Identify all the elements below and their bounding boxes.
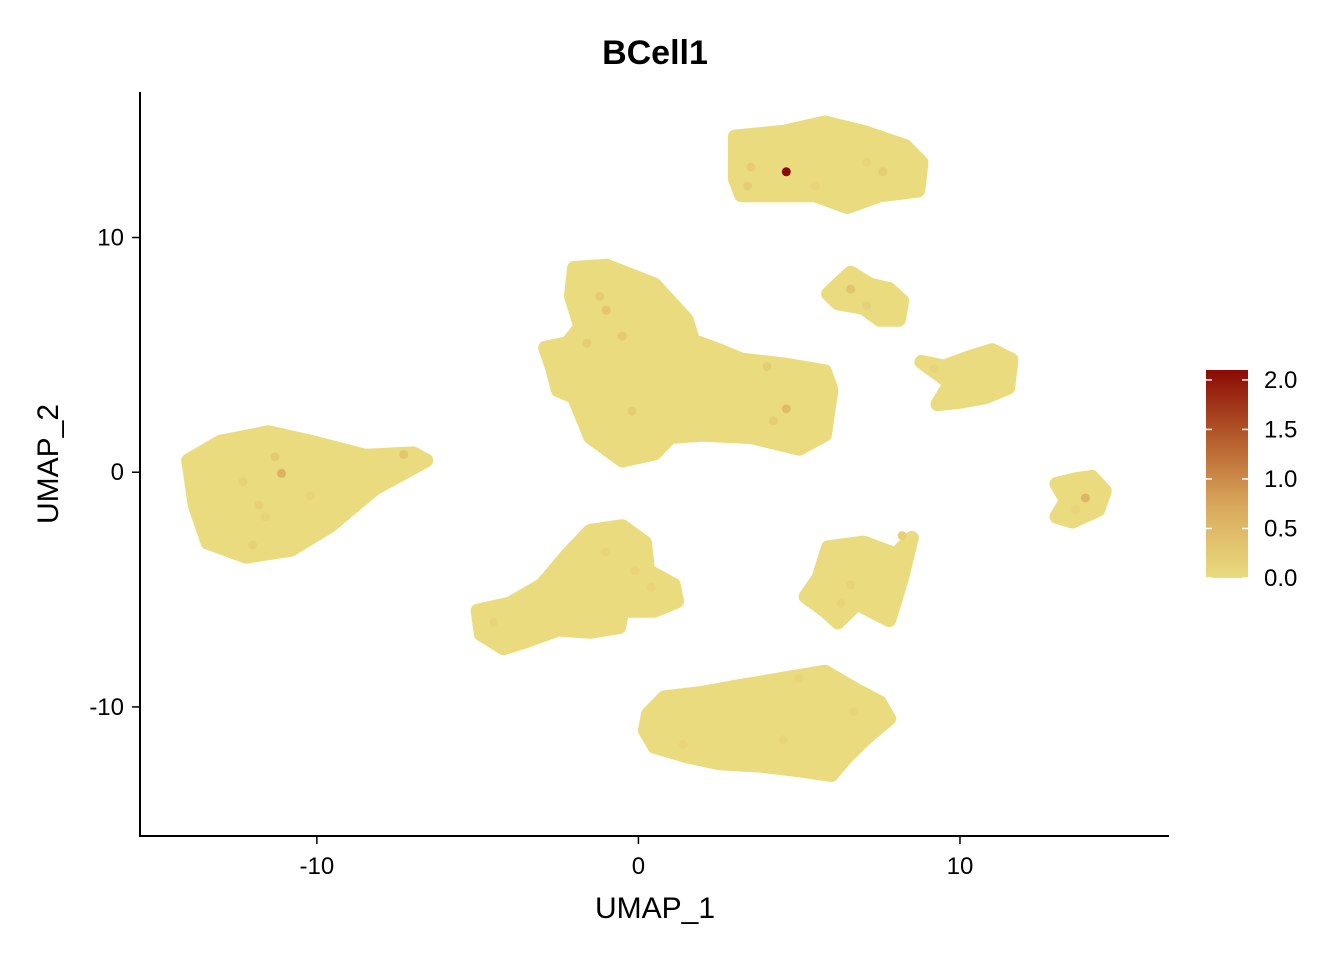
cell-clusters	[181, 115, 1112, 782]
cell-point	[260, 512, 270, 522]
x-axis-title: UMAP_1	[595, 892, 715, 925]
x-axis-ticks: -10 0 10	[300, 836, 974, 880]
y-axis-title: UMAP_2	[32, 404, 65, 524]
colorbar-tick-label: 1.0	[1264, 466, 1297, 493]
cell-cluster	[637, 664, 897, 782]
y-tick-label: -10	[89, 694, 124, 721]
cell-cluster	[470, 519, 684, 656]
colorbar-tick-label: 1.5	[1264, 416, 1297, 443]
cell-point	[762, 362, 772, 372]
colorbar-ticks: 2.0 1.5 1.0 0.5 0.0	[1206, 367, 1297, 592]
cell-point	[929, 364, 939, 374]
cell-point	[1080, 493, 1090, 503]
chart-title: BCell1	[602, 34, 708, 72]
cell-point	[746, 162, 756, 172]
cell-point	[794, 674, 804, 684]
cell-point	[836, 599, 846, 609]
y-tick-label: 0	[111, 459, 124, 486]
cell-point	[595, 291, 605, 301]
cell-point	[254, 500, 264, 510]
x-tick-label: -10	[300, 853, 335, 880]
cell-point	[678, 740, 688, 749]
cell-cluster	[821, 265, 910, 327]
colorbar	[1206, 370, 1248, 578]
cell-point	[778, 735, 788, 745]
cell-point	[248, 540, 257, 550]
cell-point	[846, 580, 856, 590]
cell-point	[846, 284, 856, 294]
cell-point	[305, 491, 315, 501]
cell-point	[878, 167, 888, 177]
cell-point	[743, 181, 753, 191]
y-axis-ticks: 10 0 -10	[89, 225, 140, 721]
cell-point	[489, 617, 499, 627]
cell-point	[601, 547, 611, 557]
cell-point	[270, 452, 280, 462]
cell-cluster	[914, 343, 1019, 412]
y-tick-label: 10	[97, 225, 124, 252]
cell-point	[630, 566, 640, 576]
cell-point	[862, 301, 872, 311]
cell-point	[238, 477, 248, 487]
cell-point	[646, 582, 656, 592]
cell-point	[399, 450, 409, 460]
cell-point	[277, 468, 286, 478]
cell-point	[617, 331, 627, 341]
cell-point	[601, 305, 611, 315]
cell-point	[769, 416, 778, 426]
cell-point	[862, 157, 872, 167]
colorbar-tick-label: 2.0	[1264, 367, 1297, 394]
color-legend: 2.0 1.5 1.0 0.5 0.0	[1206, 367, 1297, 592]
x-tick-label: 0	[632, 853, 645, 880]
cell-cluster	[1049, 469, 1112, 529]
cell-point	[582, 338, 592, 348]
cell-cluster	[727, 115, 929, 214]
cell-point	[897, 531, 907, 541]
cell-point	[810, 181, 820, 191]
cell-point	[781, 404, 791, 414]
colorbar-tick-label: 0.5	[1264, 515, 1297, 542]
cell-cluster	[798, 530, 919, 630]
cell-cluster	[538, 258, 839, 468]
cell-point	[781, 167, 791, 177]
colorbar-tick-label: 0.0	[1264, 565, 1297, 592]
expressing-cells	[238, 157, 1090, 749]
x-tick-label: 10	[947, 853, 974, 880]
cell-point	[1071, 505, 1081, 515]
cell-point	[849, 707, 859, 717]
cell-point	[627, 406, 637, 416]
